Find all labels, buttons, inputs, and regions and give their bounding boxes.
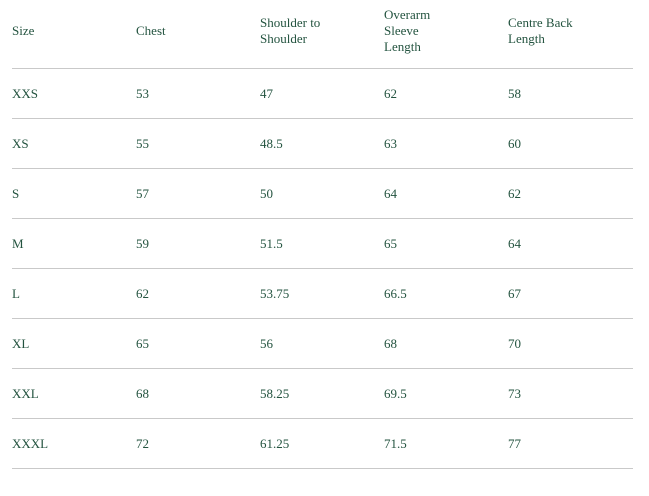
measurement-cell: 58 (508, 86, 521, 101)
measurement-cell: 56 (260, 336, 273, 351)
measurement-cell: 58.25 (260, 386, 290, 401)
measurement-cell: 51.5 (260, 236, 283, 251)
measurement-cell: 64 (508, 236, 521, 251)
measurement-cell: 47 (260, 86, 273, 101)
size-label: L (12, 286, 20, 301)
size-label: M (12, 236, 24, 251)
measurement-cell: 53.75 (260, 286, 290, 301)
row-divider (12, 218, 633, 219)
measurement-cell: 66.5 (384, 286, 407, 301)
measurement-cell: 57 (136, 186, 149, 201)
measurement-cell: 68 (384, 336, 397, 351)
size-label: XXS (12, 86, 39, 101)
measurement-cell: 72 (136, 436, 149, 451)
header-cell: Centre Back Length (508, 15, 573, 46)
measurement-cell: 60 (508, 136, 521, 151)
header-cell: Shoulder to Shoulder (260, 15, 321, 46)
row-divider (12, 418, 633, 419)
measurement-cell: 73 (508, 386, 521, 401)
row-divider (12, 268, 633, 269)
measurement-cell: 71.5 (384, 436, 407, 451)
size-label: XS (12, 136, 29, 151)
measurement-cell: 62 (384, 86, 397, 101)
header-cell: Size (12, 23, 35, 38)
size-label: XL (12, 336, 30, 351)
measurement-cell: 62 (136, 286, 149, 301)
measurement-cell: 48.5 (260, 136, 283, 151)
measurement-cell: 65 (384, 236, 397, 251)
row-divider (12, 468, 633, 469)
measurement-cell: 68 (136, 386, 149, 401)
header-cell: Chest (136, 23, 166, 38)
measurement-cell: 50 (260, 186, 273, 201)
row-divider (12, 368, 633, 369)
measurement-cell: 77 (508, 436, 521, 451)
measurement-cell: 55 (136, 136, 149, 151)
measurement-cell: 61.25 (260, 436, 290, 451)
size-label: S (12, 186, 20, 201)
header-cell: Overarm Sleeve Length (384, 7, 431, 54)
size-label: XXL (12, 386, 39, 401)
row-divider (12, 168, 633, 169)
measurement-cell: 65 (136, 336, 149, 351)
measurement-cell: 67 (508, 286, 521, 301)
measurement-cell: 62 (508, 186, 521, 201)
measurement-cell: 70 (508, 336, 521, 351)
measurement-cell: 59 (136, 236, 149, 251)
size-label: XXXL (12, 436, 49, 451)
measurement-cell: 53 (136, 86, 149, 101)
measurement-cell: 63 (384, 136, 397, 151)
row-divider (12, 318, 633, 319)
measurement-cell: 64 (384, 186, 397, 201)
measurement-cell: 69.5 (384, 386, 407, 401)
header-divider (12, 68, 633, 69)
row-divider (12, 118, 633, 119)
